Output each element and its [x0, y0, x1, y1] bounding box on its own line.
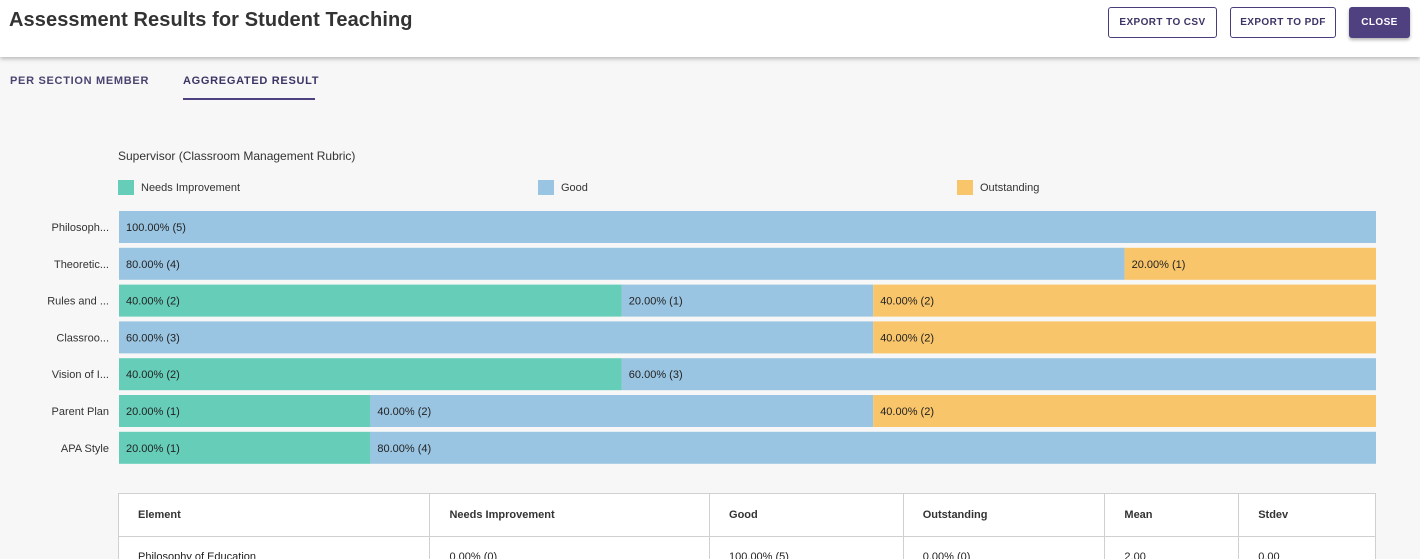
- bar-data-label: 40.00% (2): [880, 332, 934, 344]
- bar-segment[interactable]: [873, 321, 1376, 354]
- bar-segment[interactable]: [119, 211, 1376, 243]
- tab-per-section-member[interactable]: PER SECTION MEMBER: [10, 75, 150, 87]
- category-label: Parent Plan: [52, 406, 109, 418]
- bar-data-label: 20.00% (1): [126, 406, 180, 418]
- export-pdf-button[interactable]: EXPORT TO PDF: [1230, 7, 1336, 38]
- bar-segment[interactable]: [370, 395, 874, 427]
- bar-segment[interactable]: [119, 431, 371, 464]
- category-label: Rules and ...: [47, 296, 109, 308]
- bar-segment[interactable]: [873, 284, 1376, 317]
- legend-label: Outstanding: [980, 181, 1040, 194]
- results-table: Element Needs Improvement Good Outstandi…: [118, 493, 1376, 559]
- bar-data-label: 60.00% (3): [126, 332, 180, 344]
- column-header-good[interactable]: Good: [710, 494, 904, 536]
- table-header-row: Element Needs Improvement Good Outstandi…: [119, 494, 1375, 537]
- column-header-element[interactable]: Element: [119, 494, 431, 536]
- bar-segment[interactable]: [621, 358, 1376, 391]
- bar-data-label: 40.00% (2): [880, 406, 934, 418]
- bar-data-label: 40.00% (2): [126, 296, 180, 308]
- category-label: Classroo...: [56, 332, 109, 344]
- column-header-needs-improvement[interactable]: Needs Improvement: [430, 494, 711, 536]
- cell-mean: 2.00: [1105, 537, 1240, 559]
- bar-segment[interactable]: [119, 284, 622, 317]
- export-csv-button[interactable]: EXPORT TO CSV: [1108, 7, 1217, 38]
- cell-stdev: 0.00: [1258, 550, 1280, 559]
- bar-data-label: 40.00% (2): [126, 369, 180, 381]
- legend-swatch-good: [538, 180, 554, 195]
- bar-data-label: 20.00% (1): [126, 443, 180, 455]
- legend-good[interactable]: Good: [538, 180, 588, 195]
- bar-data-label: 60.00% (3): [629, 369, 683, 381]
- legend-swatch-outstanding: [957, 180, 973, 195]
- category-label: Theoretic...: [54, 259, 109, 271]
- tab-bar: PER SECTION MEMBER AGGREGATED RESULT: [0, 57, 1420, 103]
- tab-aggregated-result[interactable]: AGGREGATED RESULT: [183, 75, 320, 87]
- bar-segment[interactable]: [119, 247, 1125, 280]
- active-tab-indicator: [183, 98, 315, 100]
- bar-segment[interactable]: [370, 431, 1376, 464]
- chart-title: Supervisor (Classroom Management Rubric): [118, 149, 356, 163]
- category-label: Philosoph...: [52, 222, 109, 234]
- table-row: Philosophy of Education 0.00% (0) 100.00…: [119, 537, 1375, 559]
- bar-segment[interactable]: [621, 284, 874, 317]
- bar-segment[interactable]: [873, 395, 1376, 427]
- legend-label: Needs Improvement: [141, 181, 241, 194]
- category-label: Vision of I...: [52, 369, 109, 381]
- cell-needs-improvement: 0.00% (0): [430, 537, 711, 559]
- cell-element: Philosophy of Education: [119, 537, 431, 559]
- close-button[interactable]: CLOSE: [1349, 7, 1410, 38]
- bar-segment[interactable]: [119, 358, 622, 391]
- bar-data-label: 20.00% (1): [1132, 259, 1186, 271]
- bar-segment[interactable]: [119, 321, 874, 354]
- legend-needs-improvement[interactable]: Needs Improvement: [118, 180, 240, 195]
- column-header-stdev[interactable]: Stdev: [1258, 509, 1289, 521]
- column-header-mean[interactable]: Mean: [1105, 494, 1240, 536]
- cell-good: 100.00% (5): [710, 537, 904, 559]
- column-header-outstanding[interactable]: Outstanding: [904, 494, 1106, 536]
- legend-outstanding[interactable]: Outstanding: [957, 180, 1039, 195]
- page-title: Assessment Results for Student Teaching: [9, 9, 413, 31]
- bar-segment[interactable]: [119, 395, 371, 427]
- legend-swatch-needs-improvement: [118, 180, 134, 195]
- bar-data-label: 40.00% (2): [377, 406, 431, 418]
- header: Assessment Results for Student Teaching …: [0, 0, 1420, 57]
- bar-segment[interactable]: [1124, 247, 1376, 280]
- category-label: APA Style: [61, 443, 109, 455]
- stacked-bar-chart: Philosoph... 100.00% (5) Theoretic... 80.00…: [47, 211, 1376, 464]
- legend-label: Good: [561, 181, 588, 194]
- bar-data-label: 20.00% (1): [629, 296, 683, 308]
- bar-data-label: 40.00% (2): [880, 296, 934, 308]
- bar-data-label: 80.00% (4): [377, 443, 431, 455]
- cell-outstanding: 0.00% (0): [904, 537, 1106, 559]
- bar-data-label: 80.00% (4): [126, 259, 180, 271]
- bar-data-label: 100.00% (5): [126, 222, 186, 234]
